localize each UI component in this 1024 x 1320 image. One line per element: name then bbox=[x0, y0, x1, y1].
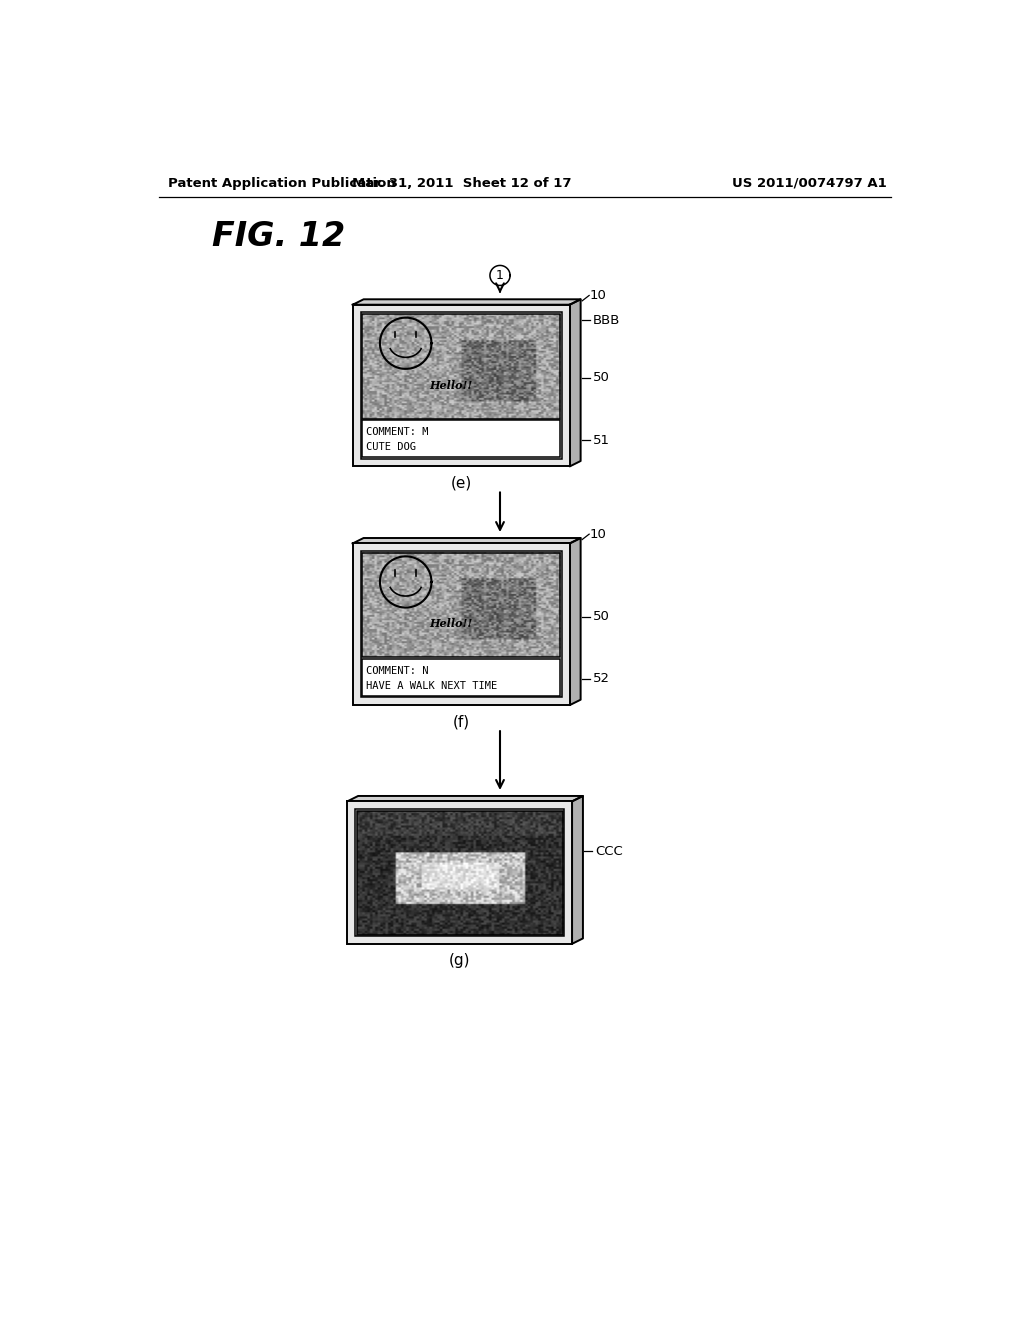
Text: CUTE DOG: CUTE DOG bbox=[366, 442, 416, 451]
Text: 50: 50 bbox=[593, 610, 610, 623]
Text: COMMENT: N: COMMENT: N bbox=[366, 665, 428, 676]
Polygon shape bbox=[572, 796, 583, 944]
Text: 1: 1 bbox=[496, 269, 504, 282]
Polygon shape bbox=[569, 539, 581, 705]
Bar bbox=[362, 314, 560, 418]
Text: Hello!!: Hello!! bbox=[430, 618, 473, 630]
Polygon shape bbox=[347, 796, 583, 801]
Bar bbox=[362, 553, 560, 657]
Text: Mar. 31, 2011  Sheet 12 of 17: Mar. 31, 2011 Sheet 12 of 17 bbox=[351, 177, 571, 190]
Text: (f): (f) bbox=[453, 714, 470, 730]
Bar bbox=[362, 420, 560, 457]
Bar bbox=[347, 801, 572, 944]
Bar bbox=[360, 313, 562, 459]
Bar bbox=[352, 305, 569, 466]
Text: 10: 10 bbox=[590, 528, 607, 541]
Bar bbox=[355, 809, 564, 936]
Text: US 2011/0074797 A1: US 2011/0074797 A1 bbox=[732, 177, 887, 190]
Text: 51: 51 bbox=[593, 434, 610, 446]
Text: (g): (g) bbox=[449, 953, 470, 969]
Text: 10: 10 bbox=[590, 289, 607, 302]
Text: FIG. 12: FIG. 12 bbox=[212, 220, 345, 253]
Text: COMMENT: M: COMMENT: M bbox=[366, 428, 428, 437]
Bar bbox=[356, 810, 563, 935]
Bar bbox=[362, 659, 560, 696]
Text: BBB: BBB bbox=[593, 314, 621, 326]
Text: Patent Application Publication: Patent Application Publication bbox=[168, 177, 396, 190]
Text: 50: 50 bbox=[593, 371, 610, 384]
Text: HAVE A WALK NEXT TIME: HAVE A WALK NEXT TIME bbox=[366, 681, 498, 690]
Polygon shape bbox=[352, 539, 581, 544]
Text: 52: 52 bbox=[593, 672, 610, 685]
Polygon shape bbox=[569, 300, 581, 466]
Text: CCC: CCC bbox=[595, 845, 623, 858]
Text: Hello!!: Hello!! bbox=[430, 380, 473, 391]
Bar bbox=[360, 552, 562, 697]
Bar bbox=[352, 544, 569, 705]
Text: (e): (e) bbox=[451, 475, 472, 491]
Polygon shape bbox=[352, 300, 581, 305]
